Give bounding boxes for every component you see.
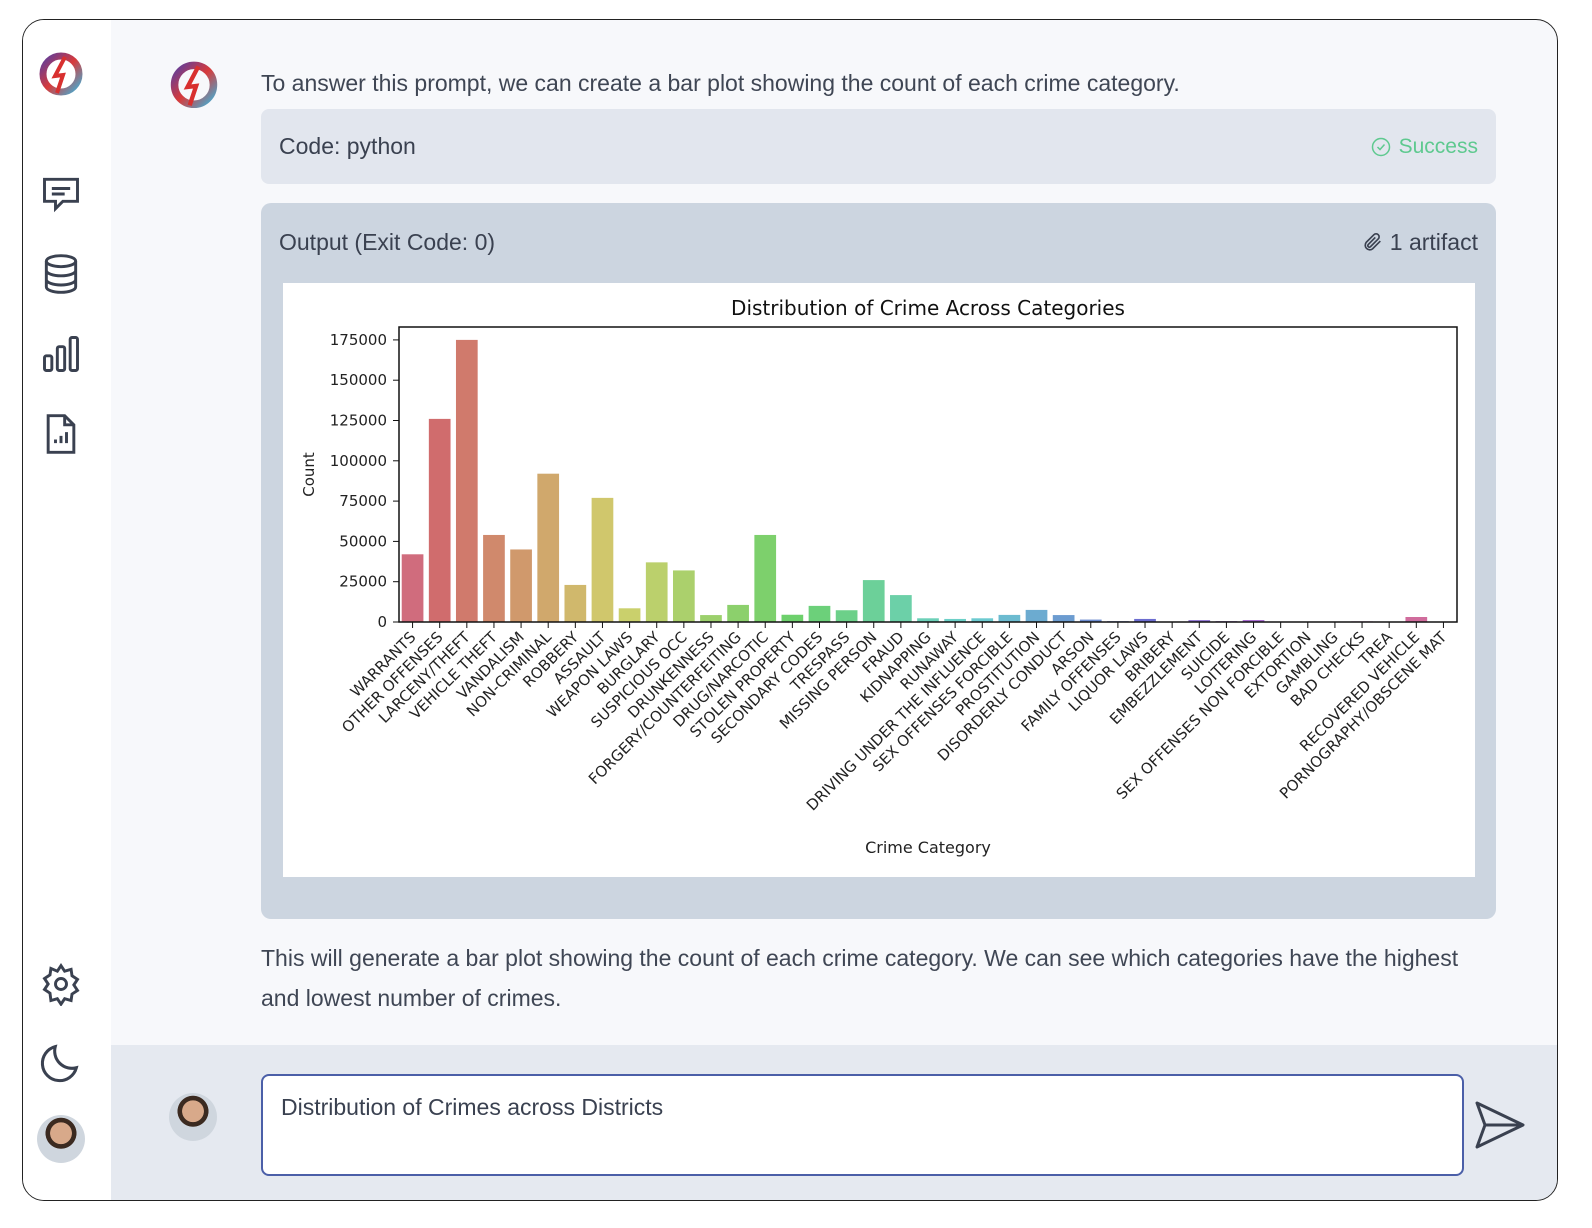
code-language-label: Code: python	[279, 133, 416, 159]
bar	[944, 618, 966, 622]
y-axis-label: Count	[300, 452, 318, 497]
moon-icon[interactable]	[37, 1038, 85, 1086]
code-block-header[interactable]: Code: python Success	[261, 109, 1496, 184]
bar	[890, 595, 912, 622]
y-tick-label: 100000	[330, 452, 387, 470]
chart-artifact: Distribution of Crime Across Categories W…	[283, 283, 1475, 877]
bar	[564, 584, 587, 622]
bar	[537, 473, 560, 622]
bar	[727, 604, 749, 622]
bar	[971, 618, 994, 622]
assistant-avatar-icon	[169, 60, 219, 119]
database-icon[interactable]	[37, 250, 85, 298]
plot-frame	[398, 326, 1458, 623]
check-circle-icon	[1371, 137, 1390, 156]
bar	[455, 339, 478, 622]
bar	[862, 580, 885, 622]
x-axis-label: Crime Category	[865, 838, 991, 857]
bar	[1079, 619, 1102, 622]
bar	[917, 618, 939, 622]
user-avatar	[169, 1093, 217, 1141]
bar-chart: Distribution of Crime Across CategoriesW…	[300, 296, 1458, 857]
bar	[835, 610, 858, 622]
gear-icon[interactable]	[37, 960, 85, 1008]
assistant-message-conclusion: This will generate a bar plot showing th…	[261, 945, 1459, 1011]
bar	[428, 418, 451, 622]
bar	[1405, 617, 1428, 622]
send-button[interactable]	[1471, 1099, 1527, 1156]
bar	[1242, 620, 1265, 622]
bar	[998, 614, 1021, 622]
y-tick-label: 0	[377, 613, 387, 631]
chat-area: To answer this prompt, we can create a b…	[111, 20, 1557, 1200]
bar	[672, 570, 695, 622]
paperclip-icon	[1364, 232, 1381, 251]
bar	[1025, 609, 1048, 622]
y-tick-label: 75000	[339, 492, 387, 510]
y-tick-label: 25000	[339, 573, 387, 591]
bar	[1134, 618, 1156, 622]
status-badge: Success	[1371, 135, 1478, 159]
bar	[618, 608, 641, 622]
send-icon	[1475, 1101, 1525, 1149]
logo-icon[interactable]	[37, 52, 85, 100]
bar	[754, 534, 777, 622]
bar	[591, 497, 614, 622]
bar	[483, 534, 505, 622]
sidebar	[23, 20, 111, 1200]
bar	[700, 615, 722, 622]
assistant-message-intro: To answer this prompt, we can create a b…	[261, 70, 1180, 96]
bar	[1052, 615, 1075, 622]
y-tick-label: 175000	[330, 331, 387, 349]
report-icon[interactable]	[37, 410, 85, 458]
y-tick-label: 150000	[330, 371, 387, 389]
chart-title: Distribution of Crime Across Categories	[731, 296, 1125, 320]
bar-chart-icon[interactable]	[37, 330, 85, 378]
y-tick-label: 125000	[330, 411, 387, 429]
y-tick-label: 50000	[339, 532, 387, 550]
bar	[510, 549, 532, 622]
bar	[808, 605, 831, 622]
output-block: Output (Exit Code: 0) 1 artifact Distrib…	[261, 203, 1496, 919]
artifacts-link[interactable]: 1 artifact	[1362, 229, 1478, 256]
input-bar	[111, 1045, 1557, 1200]
bar	[1188, 620, 1211, 622]
bar	[401, 554, 424, 622]
output-label: Output (Exit Code: 0)	[279, 228, 496, 255]
bar	[781, 614, 804, 622]
app-window: To answer this prompt, we can create a b…	[22, 19, 1558, 1201]
user-avatar[interactable]	[37, 1115, 85, 1163]
chat-icon[interactable]	[37, 170, 85, 218]
bar	[645, 562, 668, 622]
message-input[interactable]	[261, 1074, 1464, 1176]
